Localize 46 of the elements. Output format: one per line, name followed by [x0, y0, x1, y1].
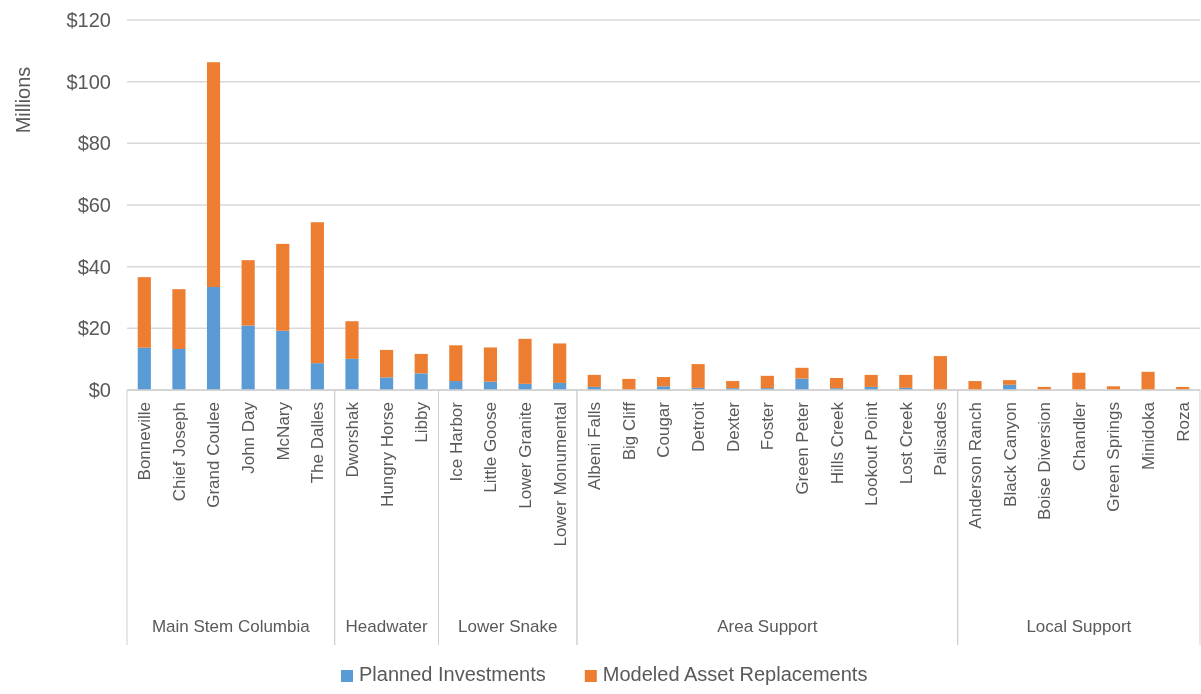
x-tick-label: Lost Creek: [896, 401, 916, 485]
y-tick-label: $80: [77, 132, 111, 155]
x-tick-label: The Dalles: [308, 402, 328, 484]
legend-label: Planned Investments: [359, 663, 546, 685]
text: Headwater: [345, 617, 429, 636]
x-tick-label: Minidoka: [1139, 401, 1159, 471]
x-tick-label: Chandler: [1069, 401, 1089, 471]
y-tick-label: $0: [88, 379, 111, 401]
x-tick-label: Lower Monumental: [550, 402, 570, 547]
x-tick-label: Detroit: [689, 401, 709, 453]
x-tick-label: Green Springs: [1104, 402, 1124, 512]
x-tick-label: Hills Creek: [827, 401, 847, 485]
text: Area Support: [717, 617, 818, 636]
x-tick-label: Palisades: [931, 402, 951, 476]
x-tick-label: Grand Coulee: [204, 402, 224, 508]
x-tick-label: Anderson Ranch: [965, 402, 985, 529]
x-tick-label: Little Goose: [481, 402, 501, 493]
x-tick-label: Black Canyon: [1000, 402, 1020, 507]
x-tick-label: Boise Diversion: [1035, 402, 1055, 521]
y-axis-title: Millions: [12, 66, 34, 134]
x-tick-label: Lower Granite: [516, 402, 535, 509]
text: Lower Snake: [458, 617, 558, 636]
x-tick-label: Hungry Horse: [377, 402, 397, 507]
x-tick-label: Dexter: [723, 401, 743, 453]
x-tick-label: Big Cliff: [619, 401, 639, 461]
x-tick-label: Ice Harbor: [446, 401, 466, 482]
x-tick-label: John Day: [239, 401, 259, 474]
x-tick-label: Albeni Falls: [585, 402, 605, 490]
x-tick-label: Chief Joseph: [169, 402, 189, 502]
y-tick-label: $40: [77, 255, 111, 278]
y-tick-label: $100: [66, 70, 111, 93]
x-tick-label: Dworshak: [342, 401, 362, 478]
x-tick-label: Lookout Point: [862, 401, 882, 506]
text: Main Stem Columbia: [151, 617, 311, 636]
text: Local Support: [1026, 617, 1132, 636]
y-tick-label: $60: [77, 194, 111, 216]
legend-label: Modeled Asset Replacements: [602, 663, 868, 685]
x-tick-label: Foster: [758, 401, 778, 451]
y-tick-label: $20: [77, 317, 111, 340]
x-tick-label: Libby: [412, 401, 432, 443]
y-tick-label: $120: [66, 9, 111, 31]
x-tick-label: McNary: [273, 401, 293, 461]
x-tick-label: Green Peter: [792, 401, 812, 495]
x-tick-label: Cougar: [654, 401, 674, 458]
x-tick-label: Roza: [1173, 401, 1193, 442]
x-tick-label: Bonneville: [135, 402, 155, 481]
